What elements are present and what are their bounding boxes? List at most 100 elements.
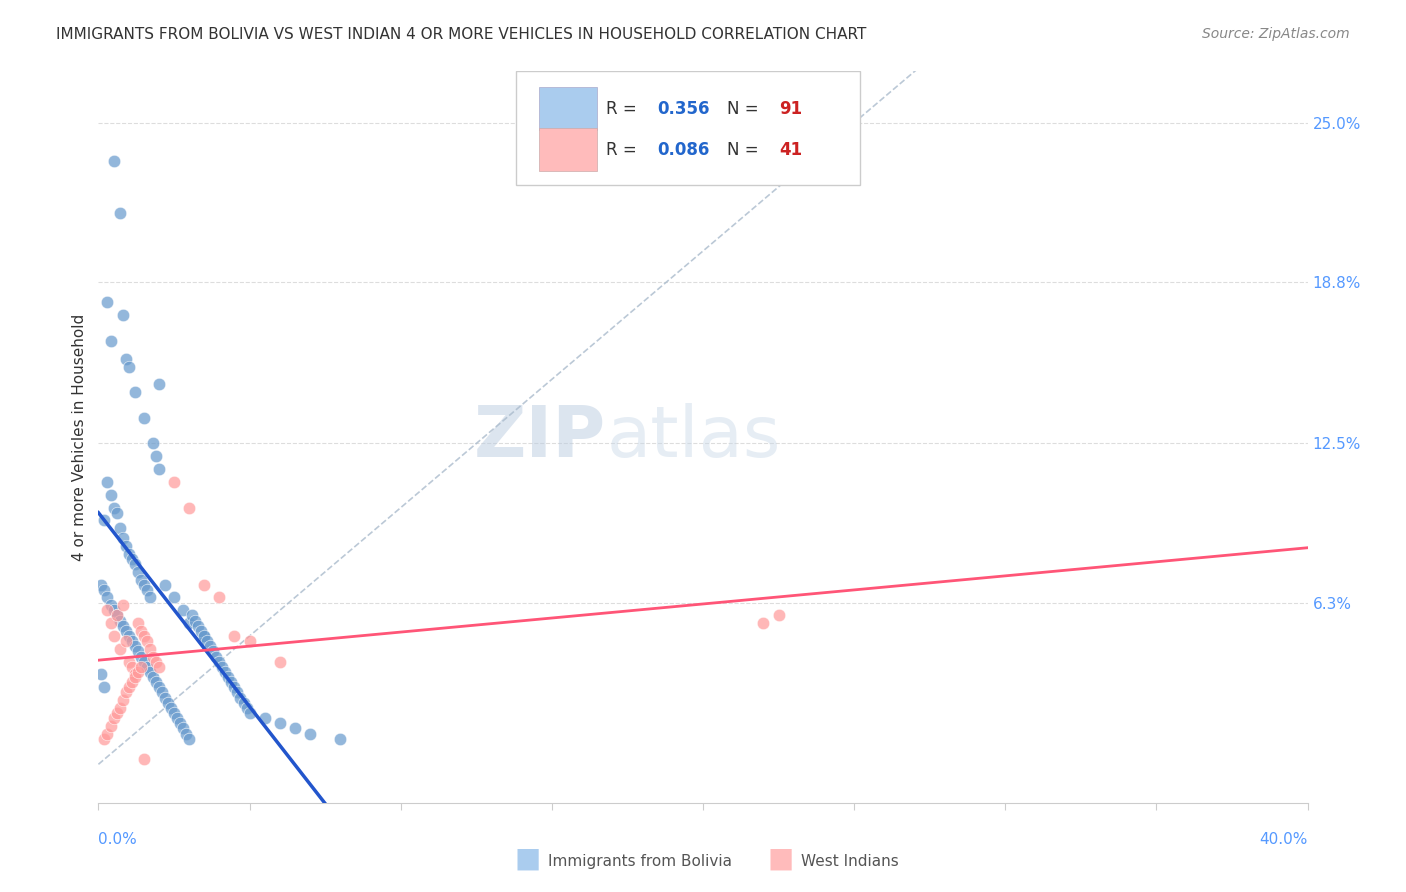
Point [93,731,115,746]
Point [235,701,257,715]
Point [253,711,276,725]
Point [184,614,207,628]
Point [139,641,162,656]
Text: N =: N = [727,100,763,118]
Point [118,681,141,695]
Point [111,532,134,546]
Point [193,577,215,591]
Point [284,722,307,736]
Point [200,639,222,653]
Point [269,655,291,669]
Point [100,488,122,502]
FancyBboxPatch shape [516,71,860,185]
Point [239,634,262,648]
Point [142,649,165,664]
Point [124,639,146,653]
Text: 91: 91 [779,100,803,118]
Text: R =: R = [606,100,643,118]
Point [217,670,239,684]
Point [129,649,152,664]
Text: atlas: atlas [606,402,780,472]
Point [132,752,155,766]
Point [187,618,209,632]
Point [132,629,155,643]
Point [111,308,134,322]
Point [118,547,141,561]
Point [211,660,233,674]
Point [269,716,291,731]
Point [181,608,204,623]
Point [100,616,122,631]
Point [226,685,249,699]
Point [179,616,201,631]
Point [111,598,134,612]
Text: West Indians: West Indians [801,854,900,869]
Text: ZIP: ZIP [474,402,606,472]
Point [172,603,194,617]
Point [139,665,162,679]
Point [100,334,122,348]
Point [121,634,143,648]
Point [132,577,155,591]
Point [127,665,149,679]
Point [108,521,131,535]
Point [135,582,157,597]
Point [114,685,136,699]
Point [193,629,215,643]
Text: 0.086: 0.086 [657,141,710,160]
Point [124,667,146,681]
Point [169,716,191,731]
Point [148,681,170,695]
Point [232,696,254,710]
Point [768,608,790,623]
Point [163,475,186,489]
Point [114,634,136,648]
Point [145,450,167,464]
Point [329,731,352,746]
Point [193,629,215,643]
Point [153,690,176,705]
Point [224,629,246,643]
Point [214,665,236,679]
Point [93,514,115,528]
Point [208,655,231,669]
Point [118,655,141,669]
Point [93,681,115,695]
Point [145,655,167,669]
Point [224,681,246,695]
Point [90,577,112,591]
Point [166,711,188,725]
Point [299,726,322,740]
Point [150,685,173,699]
Point [142,436,165,450]
Point [132,410,155,425]
Point [148,462,170,476]
Point [135,660,157,674]
Point [108,614,131,628]
Point [105,608,128,623]
Point [190,624,212,638]
Point [111,693,134,707]
Point [93,582,115,597]
Point [114,624,136,638]
Point [121,675,143,690]
Point [139,591,162,605]
Point [752,616,775,631]
Point [129,660,152,674]
Point [103,154,125,169]
Point [127,565,149,579]
Point [124,670,146,684]
Point [103,603,125,617]
Text: N =: N = [727,141,763,160]
Point [129,624,152,638]
Point [127,616,149,631]
Point [179,731,201,746]
Text: IMMIGRANTS FROM BOLIVIA VS WEST INDIAN 4 OR MORE VEHICLES IN HOUSEHOLD CORRELATI: IMMIGRANTS FROM BOLIVIA VS WEST INDIAN 4… [56,27,866,42]
Point [96,726,118,740]
Point [121,660,143,674]
Point [114,351,136,366]
Point [129,573,152,587]
Point [96,591,118,605]
Point [96,475,118,489]
Point [108,701,131,715]
